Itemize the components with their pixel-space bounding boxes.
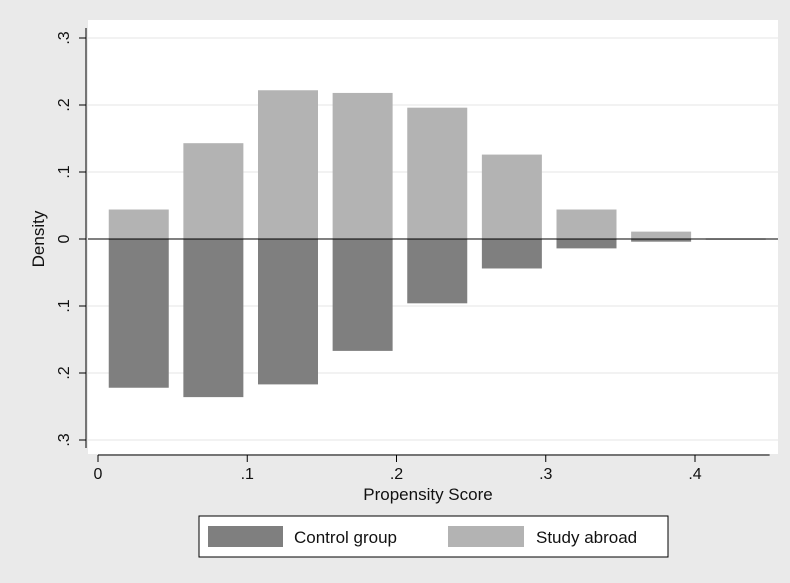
legend-label-control: Control group — [294, 528, 397, 547]
x-tick-label-3: .3 — [539, 466, 552, 483]
y-axis-title: Density — [29, 210, 48, 267]
bar-control-6 — [556, 239, 617, 249]
y-tick-label-0: .3 — [56, 433, 73, 446]
legend-swatch-study-abroad — [448, 526, 524, 547]
bar-control-4 — [407, 239, 468, 304]
bar-control-5 — [481, 239, 542, 269]
y-tick-label-3: 0 — [56, 234, 73, 243]
y-tick-label-4: .1 — [56, 165, 73, 178]
bar-control-7 — [631, 239, 692, 242]
bar-study-abroad-4 — [407, 107, 468, 240]
bar-control-1 — [183, 239, 244, 398]
bar-control-0 — [108, 239, 169, 388]
y-tick-label-5: .2 — [56, 98, 73, 111]
bar-study-abroad-6 — [556, 209, 617, 239]
bar-study-abroad-7 — [631, 231, 692, 239]
bar-study-abroad-3 — [332, 92, 393, 239]
bar-study-abroad-0 — [108, 209, 169, 239]
x-axis-title: Propensity Score — [363, 485, 492, 504]
y-tick-label-6: .3 — [56, 31, 73, 44]
bars — [108, 90, 766, 398]
x-tick-label-2: .2 — [390, 466, 403, 483]
x-tick-label-1: .1 — [241, 466, 254, 483]
x-tick-label-4: .4 — [688, 466, 701, 483]
legend-label-study-abroad: Study abroad — [536, 528, 637, 547]
bar-study-abroad-5 — [481, 154, 542, 239]
legend-swatch-control — [208, 526, 283, 547]
y-tick-label-1: .2 — [56, 366, 73, 379]
bar-control-3 — [332, 239, 393, 351]
legend: Control group Study abroad — [198, 515, 669, 558]
x-tick-label-0: 0 — [94, 466, 103, 483]
y-tick-label-2: .1 — [56, 299, 73, 312]
bar-study-abroad-1 — [183, 143, 244, 239]
x-axis: 0 .1 .2 .3 .4 — [94, 454, 770, 483]
bar-study-abroad-2 — [258, 90, 318, 239]
bar-control-2 — [258, 239, 318, 385]
y-axis: .3 .2 .1 0 .1 .2 .3 — [56, 28, 87, 448]
